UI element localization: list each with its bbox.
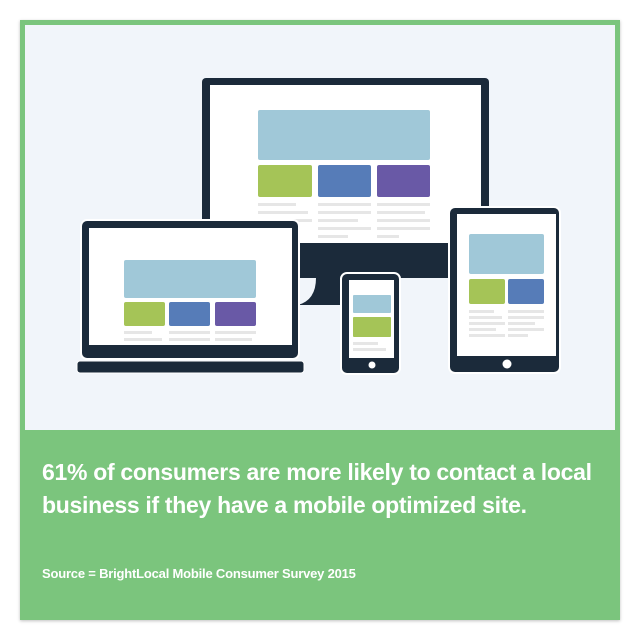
infographic-card: 61% of consumers are more likely to cont… xyxy=(20,20,620,620)
laptop-icon xyxy=(76,219,305,374)
headline-stat: 61% of consumers are more likely to cont… xyxy=(42,459,592,518)
responsive-devices-illustration xyxy=(25,25,615,430)
source-citation: Source = BrightLocal Mobile Consumer Sur… xyxy=(42,566,356,581)
tablet-icon xyxy=(448,206,561,374)
smartphone-icon xyxy=(340,272,401,375)
